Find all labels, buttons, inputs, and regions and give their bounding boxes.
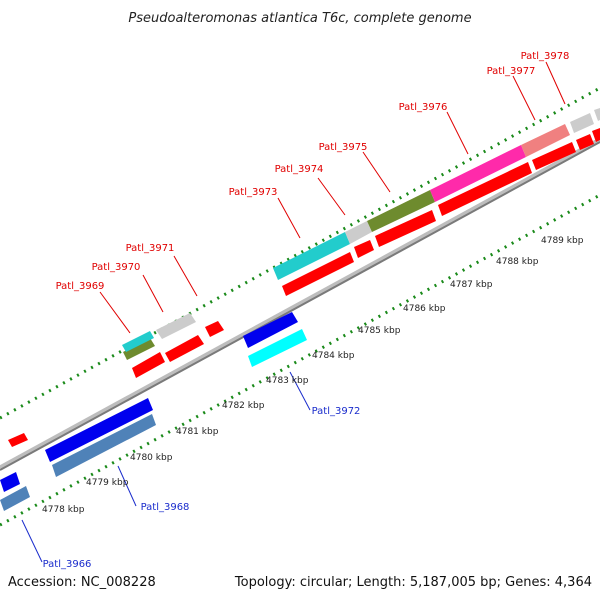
gene-label: Patl_3971 [126, 243, 175, 254]
gene-block [438, 162, 532, 216]
gene-block [243, 312, 298, 348]
gene-label: Patl_3968 [141, 502, 190, 513]
tick-track-upper [0, 86, 600, 420]
gene-block [45, 398, 153, 462]
gene-label: Patl_3978 [521, 51, 570, 62]
gene-label: Patl_3973 [229, 187, 278, 198]
tick-label: 4785 kbp [358, 326, 401, 336]
gene-label: Patl_3969 [56, 281, 105, 292]
gene-block [345, 221, 372, 244]
tick-label: 4789 kbp [541, 236, 584, 246]
map-title: Pseudoalteromonas atlantica T6c, complet… [128, 11, 471, 26]
gene-label: Patl_3974 [275, 164, 324, 175]
tick-label: 4783 kbp [266, 376, 309, 386]
gene-block [521, 124, 570, 157]
gene-label: Patl_3976 [399, 102, 448, 113]
leader-lines-bottom [21, 371, 311, 563]
gene-block [532, 142, 576, 170]
tick-track-lower [0, 193, 600, 527]
gene-label: Patl_3975 [319, 142, 368, 153]
position-ticks: 4778 kbp 4779 kbp 4780 kbp 4781 kbp 4782… [42, 236, 584, 515]
gene-block [248, 329, 307, 367]
gene-block [594, 108, 600, 121]
gene-label: Patl_3966 [43, 559, 92, 570]
tick-label: 4779 kbp [86, 478, 129, 488]
gene-labels-bottom: Patl_3966 Patl_3968 Patl_3972 [43, 406, 361, 570]
gene-block [122, 331, 154, 352]
gene-label: Patl_3972 [312, 406, 361, 417]
gene-block [282, 252, 354, 296]
accession-text: Accession: NC_008228 [8, 575, 156, 590]
gene-block [273, 232, 350, 280]
gene-block [52, 414, 156, 477]
gene-block [375, 210, 436, 247]
gene-labels-top: Patl_3969 Patl_3970 Patl_3971 Patl_3973 … [56, 51, 570, 292]
gene-label: Patl_3977 [487, 66, 536, 77]
gene-block [576, 134, 594, 150]
gene-block [570, 113, 594, 133]
genome-backbone [0, 137, 600, 471]
tick-label: 4781 kbp [176, 427, 219, 437]
gene-block [354, 240, 374, 258]
tick-label: 4786 kbp [403, 304, 446, 314]
tick-label: 4780 kbp [130, 453, 173, 463]
gene-block [0, 472, 20, 492]
gene-block [592, 128, 600, 142]
gene-label: Patl_3970 [92, 262, 141, 273]
gene-block [165, 335, 204, 362]
tick-label: 4782 kbp [222, 401, 265, 411]
gene-block [132, 352, 165, 378]
gene-block [123, 338, 155, 360]
leader-lines-top [99, 61, 566, 334]
gene-block [8, 433, 28, 447]
tick-label: 4778 kbp [42, 505, 85, 515]
tick-label: 4788 kbp [496, 257, 539, 267]
gene-block [367, 190, 435, 232]
gene-block [0, 486, 30, 511]
forward-genes [8, 108, 600, 447]
gene-block [430, 145, 526, 202]
reverse-genes [0, 312, 307, 511]
gene-block [156, 313, 196, 339]
gene-block [205, 321, 224, 337]
tick-label: 4787 kbp [450, 280, 493, 290]
tick-label: 4784 kbp [312, 351, 355, 361]
genome-summary: Topology: circular; Length: 5,187,005 bp… [234, 575, 592, 590]
